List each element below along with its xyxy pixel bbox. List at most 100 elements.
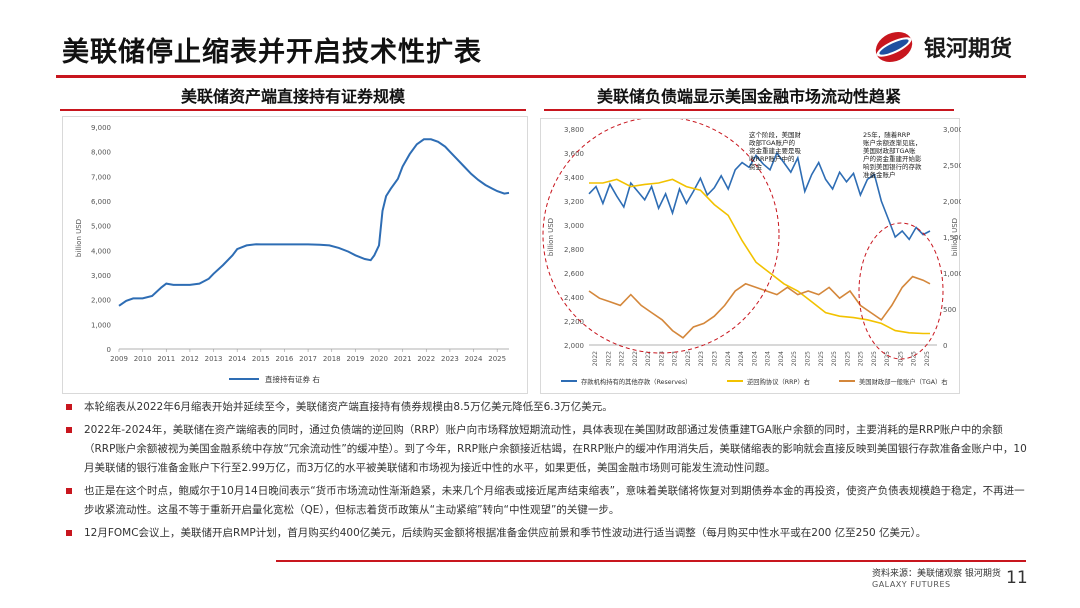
x-tick-label: 2025 (858, 351, 865, 366)
securities-chart-frame: 0 1,000 2,000 3,000 4,000 5,000 6,000 7,000 8,00… (62, 116, 528, 394)
brand-name: 银河期货 (924, 37, 1013, 62)
x-tick-label: 2023 (441, 355, 459, 363)
y-tick-label: 2,000 (91, 297, 111, 305)
y-tick-label-left: 3,600 (564, 150, 584, 158)
x-tick-label: 2018 (323, 355, 341, 363)
x-tick-label: 2023 (698, 351, 705, 366)
y-tick-label-right: 500 (943, 306, 956, 314)
x-tick-label: 2025 (924, 351, 931, 366)
tga-series-line (588, 275, 931, 339)
y-tick-label-left: 3,200 (564, 198, 584, 206)
x-tick-label: 2022 (592, 351, 599, 366)
legend-label: 美国财政部一般账户（TGA）右 (859, 377, 948, 386)
securities-holdings-chart: 0 1,000 2,000 3,000 4,000 5,000 6,000 7,000 8,00… (75, 124, 510, 384)
x-tick-label: 2009 (110, 355, 128, 363)
y-axis-label-left: billion USD (547, 218, 555, 256)
legend-label: 直接持有证券 右 (265, 374, 320, 384)
x-tick-label: 2025 (871, 351, 878, 366)
reserves-series-line (588, 151, 931, 241)
x-tick-label: 2019 (346, 355, 364, 363)
y-tick-label: 0 (107, 346, 111, 354)
x-tick-label: 2013 (205, 355, 223, 363)
x-tick-label: 2011 (157, 355, 175, 363)
x-tick-label: 2025 (804, 351, 811, 366)
page-number: 11 (1006, 568, 1028, 588)
y-tick-label-right: 2,000 (943, 198, 961, 206)
y-tick-label-left: 2,200 (564, 318, 584, 326)
y-tick-label: 6,000 (91, 198, 111, 206)
x-tick-label: 2025 (884, 351, 891, 366)
bullet-item: 也正是在这个时点，鲍威尔于10月14日晚间表示“货币市场流动性渐渐趋紧，未来几个… (62, 482, 1032, 520)
x-tick-label: 2025 (488, 355, 506, 363)
x-tick-label: 2024 (725, 351, 732, 366)
y-tick-label: 1,000 (91, 321, 111, 329)
y-tick-label: 4,000 (91, 247, 111, 255)
highlight-circle-2025 (858, 222, 944, 360)
liquidity-chart-frame: 2,000 2,200 2,400 2,600 2,800 3,000 3,200 3,400… (540, 116, 963, 394)
x-tick-label: 2023 (658, 351, 665, 366)
y-tick-label: 7,000 (91, 173, 111, 181)
x-tick-label: 2024 (765, 351, 772, 366)
y-tick-label: 8,000 (91, 149, 111, 157)
bullet-item: 12月FOMC会议上，美联储开启RMP计划，首月购买约400亿美元，后续购买金额… (62, 524, 1032, 543)
x-tick-label: 2023 (672, 351, 679, 366)
x-tick-label: 2025 (831, 351, 838, 366)
x-tick-label: 2022 (417, 355, 435, 363)
bullet-item: 本轮缩表从2022年6月缩表开始并延续至今，美联储资产端直接持有债券规模由8.5… (62, 398, 1032, 417)
y-tick-label-left: 3,400 (564, 174, 584, 182)
x-tick-label: 2022 (605, 351, 612, 366)
x-tick-label: 2012 (181, 355, 199, 363)
x-tick-label: 2023 (685, 351, 692, 366)
x-tick-label: 2025 (818, 351, 825, 366)
y-tick-label-right: 0 (943, 342, 947, 350)
fed-liabilities-chart: 2,000 2,200 2,400 2,600 2,800 3,000 3,200 3,400… (542, 116, 963, 386)
y-tick-label-left: 2,000 (564, 342, 584, 350)
y-tick-label-right: 1,000 (943, 270, 961, 278)
legend-label: 存款机构持有的其他存款（Reserves） (581, 377, 691, 386)
x-tick-label: 2014 (228, 355, 246, 363)
x-tick-label: 2024 (465, 355, 483, 363)
bullet-list: 本轮缩表从2022年6月缩表开始并延续至今，美联储资产端直接持有债券规模由8.5… (62, 398, 1032, 543)
x-tick-label: 2024 (738, 351, 745, 366)
rrp-series-line (589, 178, 930, 335)
securities-series-line (118, 138, 510, 307)
x-tick-label: 2010 (134, 355, 152, 363)
x-tick-label: 2024 (778, 351, 785, 366)
y-tick-label: 5,000 (91, 223, 111, 231)
x-tick-label: 2025 (844, 351, 851, 366)
annotation-rrp-phase: 这个阶段，美国财政部TGA账户的资金重建主要是吸收RRP账户中的资金 (749, 130, 802, 171)
x-tick-label: 2022 (619, 351, 626, 366)
y-tick-label: 9,000 (91, 124, 111, 132)
y-axis-label: billion USD (75, 219, 83, 257)
bullet-item: 2022年-2024年，美联储在资产端缩表的同时，通过负债端的逆回购（RRP）账… (62, 421, 1032, 478)
x-tick-label: 2022 (645, 351, 652, 366)
page-title: 美联储停止缩表并开启技术性扩表 (62, 37, 482, 68)
y-tick-label-left: 2,600 (564, 270, 584, 278)
x-tick-label: 2020 (370, 355, 388, 363)
y-tick-label-left: 2,400 (564, 294, 584, 302)
footer-divider (276, 560, 1026, 562)
x-tick-label: 2021 (394, 355, 412, 363)
right-panel-title: 美联储负债端显示美国金融市场流动性趋紧 (544, 85, 954, 111)
brand-logo: 银河期货 (872, 25, 1032, 69)
footer-brand: GALAXY FUTURES (872, 580, 951, 589)
x-tick-label: 2015 (252, 355, 270, 363)
left-panel-title: 美联储资产端直接持有证券规模 (60, 85, 526, 111)
y-tick-label-left: 3,800 (564, 126, 584, 134)
title-divider (56, 75, 1026, 78)
x-tick-label: 2024 (751, 351, 758, 366)
y-tick-label-left: 2,800 (564, 246, 584, 254)
y-tick-label-right: 3,000 (943, 126, 961, 134)
y-axis-label-right: billion USD (951, 218, 959, 256)
annotation-2025-phase: 25年，随着RRP 账户余额逐渐见底，美国财政部TGA账户的资金重建开始影响到美国… (863, 130, 922, 179)
x-tick-label: 2022 (632, 351, 639, 366)
source-note: 资料来源：美联储观察 银河期货 (872, 569, 1001, 579)
x-tick-label: 2025 (791, 351, 798, 366)
x-tick-label: 2016 (276, 355, 294, 363)
y-tick-label-left: 3,000 (564, 222, 584, 230)
x-tick-label: 2017 (299, 355, 317, 363)
x-tick-label: 2025 (911, 351, 918, 366)
y-tick-label: 3,000 (91, 272, 111, 280)
y-tick-label-right: 2,500 (943, 162, 961, 170)
y-tick-label-right: 1,500 (943, 234, 961, 242)
